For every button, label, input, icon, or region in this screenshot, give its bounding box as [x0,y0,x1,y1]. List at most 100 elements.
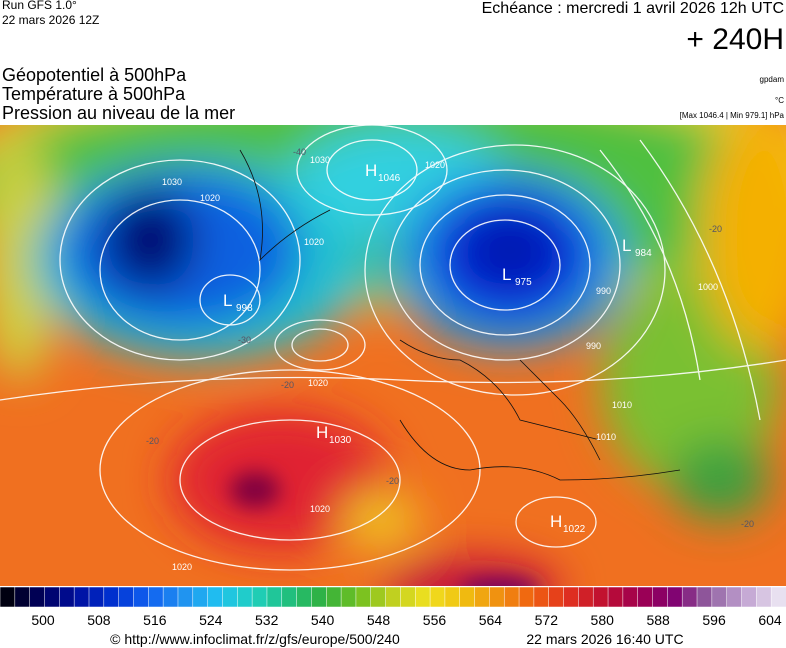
temperature-label: -20 [386,476,399,486]
lead-time: + 240H [686,23,784,56]
colorbar-swatch [726,586,743,608]
colorbar-swatch [133,586,150,608]
colorbar-swatch [770,586,786,608]
unit-celsius: °C [775,96,784,105]
colorbar-label: 532 [255,612,279,628]
colorbar-swatch [622,586,639,608]
pressure-value: 1030 [329,435,352,446]
temperature-label: -20 [281,380,294,390]
colorbar-swatch [29,586,46,608]
colorbar-swatch [14,586,31,608]
colorbar-label: 588 [646,612,670,628]
coastlines [239,149,681,481]
isobar-label: 1010 [596,432,616,442]
colorbar-swatch [429,586,446,608]
isobar-label: 1020 [308,378,328,388]
temperature-label: -20 [146,436,159,446]
source-url: © http://www.infoclimat.fr/z/gfs/europe/… [110,631,400,647]
colorbar-swatch [237,586,253,608]
colorbar-swatch [667,586,683,608]
colorbar-swatch [281,586,298,608]
temperature-label: -30 [238,335,251,345]
colorbar-swatch [518,586,535,608]
colorbar-swatch [681,586,698,608]
colorbar-label: 596 [702,612,726,628]
colorbar-swatch [251,586,268,608]
title-3: Pression au niveau de la mer [2,103,235,123]
colorbar-swatch [459,586,476,608]
colorbar-swatch [355,586,372,608]
colorbar-swatch [88,586,105,608]
pressure-value: 984 [635,248,652,259]
colorbar-swatch [607,586,624,608]
colorbar-label: 524 [199,612,223,628]
colorbar: 500 508 516 524 532 540 548 556 564 572 580 588 596 6… [0,586,786,628]
colorbar-label: 556 [423,612,447,628]
colorbar-swatch [222,586,239,608]
footer-date: 22 mars 2026 16:40 UTC [526,631,683,647]
colorbar-swatch [444,586,461,608]
colorbar-label: 500 [31,612,55,628]
colorbar-label: 580 [591,612,615,628]
pressure-value: 975 [515,277,532,288]
colorbar-swatch [148,586,164,608]
temperature-label: -20 [741,519,754,529]
valid-time: Echéance : mercredi 1 avril 2026 12h UTC [482,0,784,17]
isobar-label: 1020 [425,160,445,170]
pressure-value: 1022 [563,524,586,535]
colorbar-swatch [162,586,179,608]
colorbar-swatch [385,586,402,608]
pressure-type: H [316,423,328,442]
unit-gpdam: gpdam [760,75,785,84]
colorbar-swatch [563,586,580,608]
colorbar-swatch [207,586,224,608]
pressure-type: L [223,291,232,310]
pressure-value: 1046 [378,173,401,184]
isobar-label: 1030 [310,155,330,165]
map-field [0,125,786,586]
isobar-label: 1030 [162,177,182,187]
colorbar-label: 540 [311,612,335,628]
temperature-label: -20 [709,224,722,234]
colorbar-swatch [266,586,283,608]
isobar-label: 1020 [304,237,324,247]
colorbar-swatch [326,586,342,608]
isobar-label: 990 [596,286,611,296]
colorbar-swatch [414,586,431,608]
colorbar-swatch [578,586,594,608]
colorbar-label: 548 [367,612,391,628]
temperature-label: -40 [293,147,306,157]
pressure-value: 998 [236,303,253,314]
isobar-label: 1020 [310,504,330,514]
title-1: Géopotentiel à 500hPa [2,65,187,85]
pressure-type: H [365,161,377,180]
colorbar-swatch [741,586,758,608]
colorbar-swatch [370,586,387,608]
colorbar-swatch [0,586,16,608]
run-time: 22 mars 2026 12Z [2,13,99,27]
colorbar-swatch [711,586,728,608]
colorbar-label: 604 [758,612,782,628]
colorbar-swatch [548,586,565,608]
colorbar-swatch [652,586,669,608]
colorbar-swatch [592,586,609,608]
isobar-label: 1010 [612,400,632,410]
colorbar-swatch [533,586,550,608]
colorbar-swatch [59,586,75,608]
title-2: Température à 500hPa [2,84,186,104]
colorbar-swatch [756,586,772,608]
pressure-type: H [550,512,562,531]
colorbar-swatch [103,586,120,608]
colorbar-swatch [503,586,520,608]
isobar-label: 1020 [172,562,192,572]
colorbar-swatch [311,586,328,608]
colorbar-swatch [400,586,416,608]
isobar-label: 990 [586,341,601,351]
run-label: Run GFS 1.0° [2,0,77,12]
colorbar-swatch [177,586,194,608]
colorbar-swatch [340,586,357,608]
colorbar-label: 516 [143,612,167,628]
